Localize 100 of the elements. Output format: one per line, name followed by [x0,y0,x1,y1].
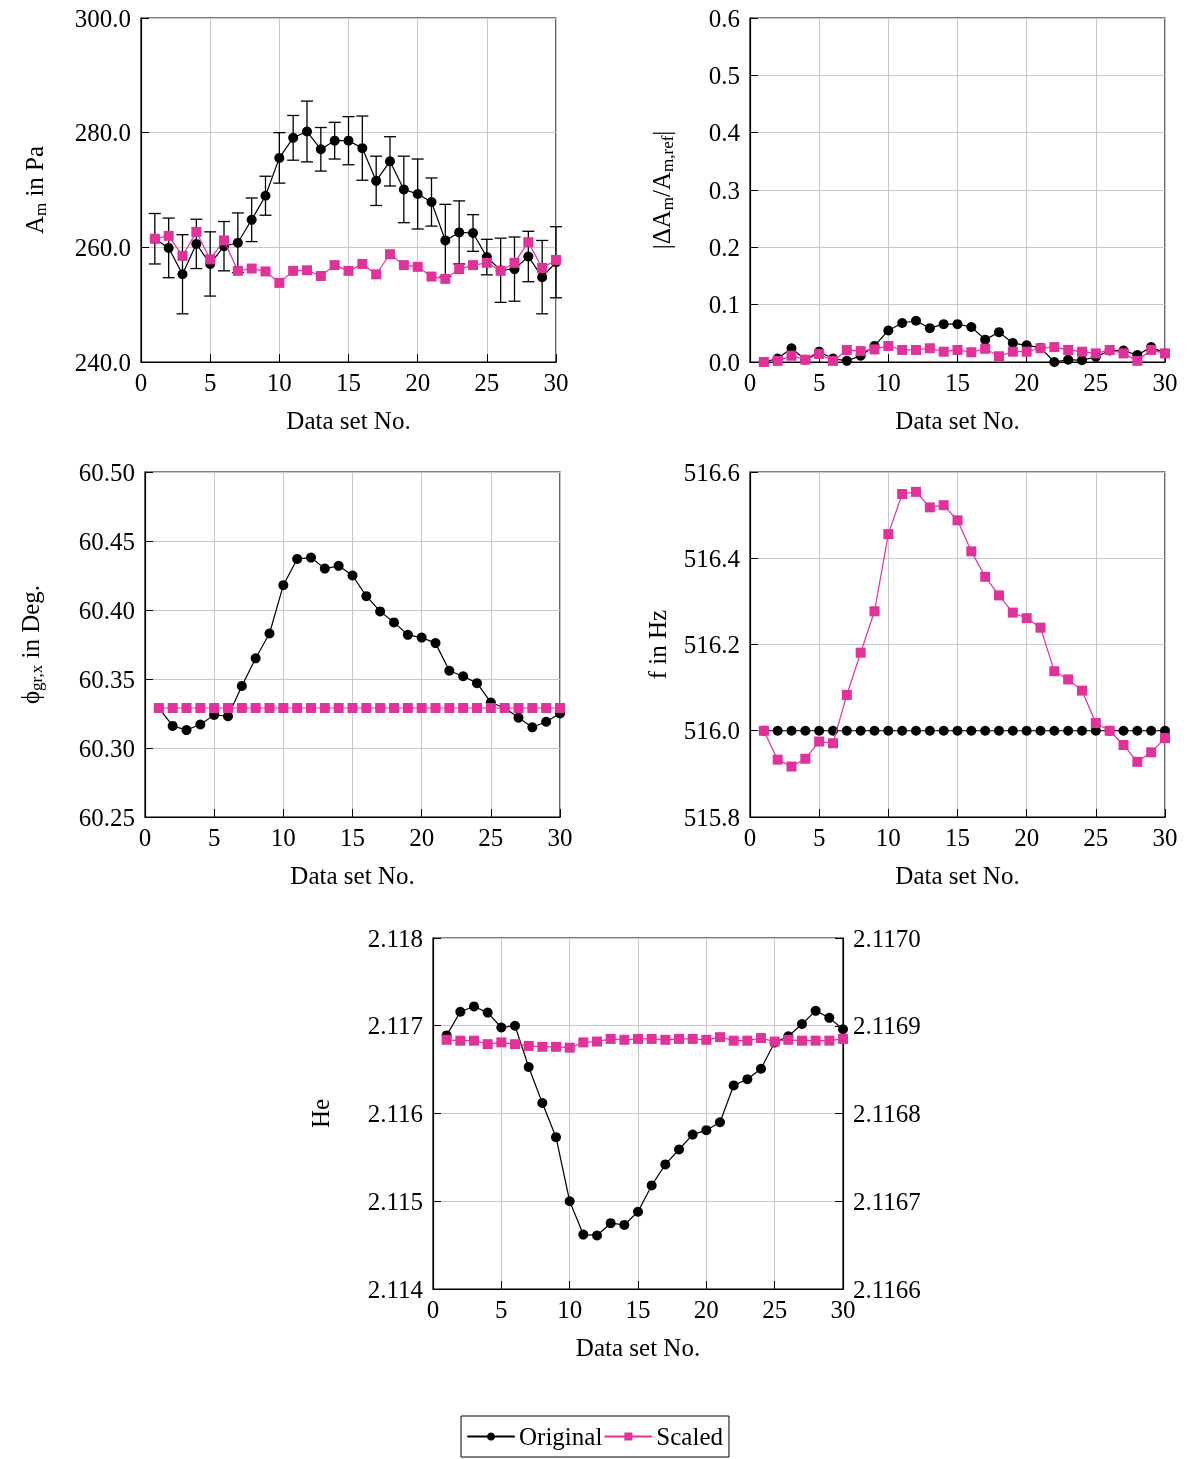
point [469,1001,479,1012]
y-axis-title: f in Hz [644,609,671,680]
point [980,571,991,582]
point [938,500,949,511]
point [911,725,921,736]
y-axis-title: Am in Pa [21,145,50,235]
point [181,702,192,713]
x-axis-title: Data set No. [895,862,1020,889]
point [994,351,1004,362]
x-tick-label: 0 [134,369,148,396]
x-tick-label: 15 [945,369,970,396]
point [430,638,441,649]
point [375,702,386,713]
point [701,1034,712,1045]
point [883,340,894,351]
point [980,343,991,354]
point [897,318,908,329]
legend-label: Scaled [656,1423,724,1450]
x-tick-label: 0 [138,824,152,851]
point [292,553,303,564]
point [924,502,935,513]
point [541,702,552,713]
point [472,678,482,689]
point [416,702,427,713]
point [578,1229,589,1240]
x-axis-title: Data set No. [290,862,415,889]
point [306,552,316,563]
x-tick-label: 20 [1014,824,1040,851]
y-axis-title: ϕgr,x in Deg. [17,584,46,705]
y-tick-label: 60.30 [78,734,135,762]
point [952,344,963,355]
point [800,753,811,764]
y-tick-label: 60.40 [78,596,135,624]
point [236,702,247,713]
point [250,702,261,713]
point [1146,725,1157,736]
point [715,1032,725,1043]
point [513,702,524,713]
point [264,702,275,713]
point [578,1037,589,1048]
x-tick-label: 20 [409,824,435,851]
point [897,488,908,499]
point [838,1024,848,1035]
point [389,702,399,713]
x-tick-label: 20 [1014,369,1040,396]
point [966,322,977,333]
point [541,716,552,727]
x-tick-label: 30 [547,824,573,851]
point [430,702,441,713]
point [869,725,880,736]
x-tick-label: 10 [270,824,296,851]
x-tick-label: 0 [743,369,757,396]
point [883,325,894,336]
x-tick-label: 10 [875,369,901,396]
point [1049,342,1060,353]
point [469,1035,479,1046]
y-tick-label: 260.0 [74,233,131,261]
x-tick-label: 15 [945,824,970,851]
point [756,1063,766,1074]
point [980,334,991,345]
x-tick-label: 30 [543,369,569,396]
point [177,269,188,280]
point [315,144,326,155]
point [292,702,303,713]
point [1118,725,1129,736]
point [302,126,312,137]
point [481,257,492,268]
point [564,1196,575,1207]
point [897,725,908,736]
point [1132,725,1143,736]
point [343,135,354,146]
point [385,249,395,260]
point [924,323,935,334]
point [869,344,880,355]
point [412,261,423,272]
y-tick-label: 0.4 [708,119,741,147]
point [482,1007,493,1018]
x-tick-label: 25 [762,1296,788,1323]
point [1090,717,1101,728]
y-tick-label: 2.116 [367,1100,423,1127]
point [357,258,368,269]
point [191,226,202,237]
x-tick-label: 5 [207,824,221,851]
x-tick-label: 10 [557,1296,583,1323]
point [605,1033,616,1044]
point [687,1129,698,1140]
point [660,1034,671,1045]
x-tick-label: 30 [1152,369,1178,396]
point [509,257,520,268]
point [660,1159,671,1170]
point [537,272,548,283]
point [772,725,783,736]
point [841,725,852,736]
point [619,1219,630,1230]
point [1035,725,1046,736]
point [938,725,949,736]
point [1049,666,1060,677]
point [841,355,852,366]
point [510,1020,520,1031]
point [786,350,797,361]
